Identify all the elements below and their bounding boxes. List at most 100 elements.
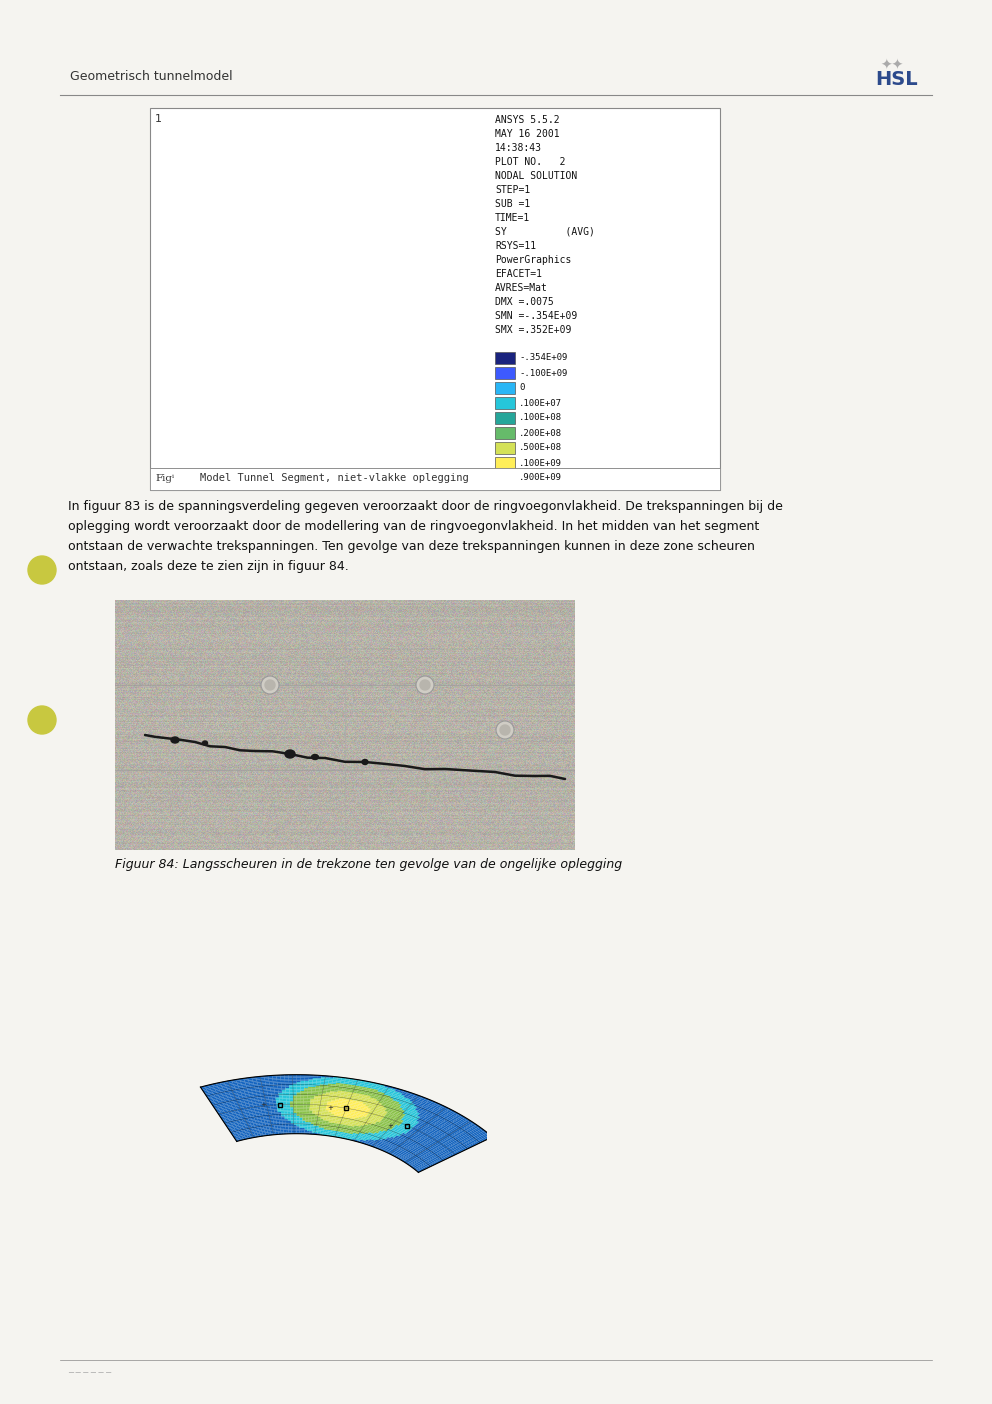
Polygon shape [373,1146,376,1147]
Polygon shape [270,1130,273,1132]
Polygon shape [356,1132,359,1134]
Polygon shape [233,1092,237,1094]
Polygon shape [394,1112,399,1115]
Polygon shape [384,1099,388,1102]
Polygon shape [297,1101,301,1102]
Polygon shape [373,1126,377,1127]
Polygon shape [233,1126,237,1127]
Polygon shape [398,1126,402,1127]
Polygon shape [274,1088,278,1090]
Polygon shape [329,1106,333,1108]
Polygon shape [385,1105,389,1106]
Polygon shape [212,1084,216,1085]
Polygon shape [238,1095,242,1098]
Polygon shape [220,1105,225,1108]
Polygon shape [418,1164,421,1165]
Polygon shape [297,1112,300,1113]
Polygon shape [397,1127,401,1129]
Polygon shape [228,1105,232,1106]
Polygon shape [380,1092,385,1095]
Polygon shape [244,1122,247,1125]
Polygon shape [240,1115,244,1118]
Polygon shape [250,1130,254,1132]
Polygon shape [378,1132,382,1134]
Polygon shape [349,1109,353,1111]
Polygon shape [239,1113,243,1116]
Polygon shape [457,1118,462,1120]
Polygon shape [305,1077,310,1078]
Polygon shape [428,1155,432,1158]
Polygon shape [394,1118,398,1120]
Polygon shape [413,1101,418,1104]
Polygon shape [301,1081,305,1082]
Polygon shape [366,1104,370,1105]
Polygon shape [428,1163,432,1165]
Polygon shape [347,1085,351,1088]
Polygon shape [468,1129,472,1132]
Polygon shape [310,1098,314,1101]
Polygon shape [237,1082,241,1084]
Polygon shape [294,1118,297,1119]
Polygon shape [443,1148,447,1151]
Polygon shape [234,1122,238,1125]
Polygon shape [411,1165,414,1167]
Polygon shape [416,1098,420,1101]
Polygon shape [305,1126,308,1127]
Polygon shape [311,1119,314,1120]
Polygon shape [234,1137,237,1139]
Polygon shape [253,1122,256,1123]
Polygon shape [313,1104,317,1105]
Polygon shape [274,1105,277,1106]
Polygon shape [314,1116,317,1118]
Polygon shape [300,1129,302,1130]
Polygon shape [252,1112,256,1113]
Polygon shape [436,1105,441,1108]
Polygon shape [245,1111,249,1113]
Text: Geometrisch tunnelmodel: Geometrisch tunnelmodel [70,70,233,83]
Polygon shape [389,1132,393,1133]
Polygon shape [403,1125,407,1127]
Polygon shape [340,1115,343,1116]
Polygon shape [341,1078,345,1081]
Polygon shape [403,1132,407,1134]
Polygon shape [335,1126,339,1129]
Polygon shape [237,1137,241,1140]
Polygon shape [239,1098,244,1101]
Polygon shape [300,1126,303,1127]
Polygon shape [291,1120,294,1122]
Polygon shape [305,1130,308,1133]
Polygon shape [303,1123,306,1125]
Polygon shape [333,1077,338,1078]
Polygon shape [252,1133,255,1134]
Text: .500E+08: .500E+08 [519,444,562,452]
Polygon shape [284,1112,288,1113]
Polygon shape [352,1118,355,1119]
Polygon shape [377,1104,381,1106]
Polygon shape [373,1141,376,1144]
Polygon shape [433,1109,437,1112]
Polygon shape [271,1106,274,1108]
Polygon shape [289,1127,292,1129]
Polygon shape [427,1119,431,1122]
Polygon shape [407,1092,412,1094]
Polygon shape [408,1111,413,1113]
Polygon shape [220,1082,225,1085]
Polygon shape [283,1095,286,1097]
Polygon shape [392,1132,396,1134]
Polygon shape [351,1087,355,1088]
Text: ANSYS 5.5.2: ANSYS 5.5.2 [495,115,559,125]
Polygon shape [363,1120,366,1123]
Polygon shape [434,1108,438,1111]
Polygon shape [426,1158,430,1161]
Polygon shape [234,1102,238,1104]
Polygon shape [257,1106,261,1108]
Polygon shape [422,1151,426,1154]
Polygon shape [265,1098,269,1099]
Polygon shape [398,1109,402,1111]
Polygon shape [417,1111,422,1113]
Polygon shape [455,1133,459,1136]
Polygon shape [241,1082,246,1085]
Polygon shape [213,1099,217,1101]
Polygon shape [388,1143,391,1144]
Polygon shape [279,1116,282,1118]
